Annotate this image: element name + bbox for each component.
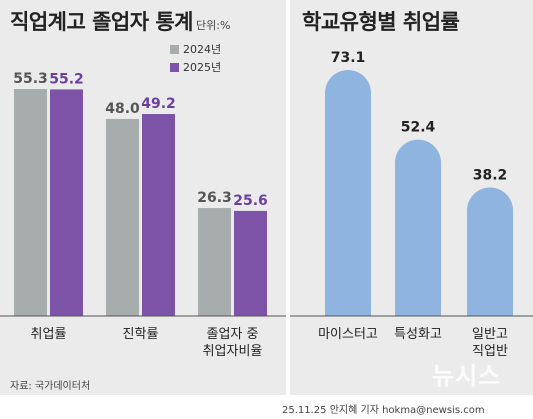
- category-label-school-2-line0: 일반고: [472, 327, 508, 342]
- value-label-school-1: 52.4: [401, 120, 436, 136]
- legend-swatch-2024: [170, 44, 179, 54]
- category-label-2-line0: 졸업자 중: [207, 327, 259, 342]
- legend-swatch-2025: [170, 62, 179, 72]
- left-panel: 직업계고 졸업자 통계 단위:% 2024년 2025년 55.3 55.2 취업률 4…: [0, 0, 286, 395]
- legend-item-2025: 2025년: [170, 59, 221, 75]
- category-label-0: 취업률: [31, 327, 67, 342]
- category-label-school-2-line1: 직업반: [472, 344, 508, 359]
- legend-item-2024: 2024년: [170, 41, 221, 57]
- value-label-school-0: 73.1: [331, 50, 366, 66]
- left-chart-title: 직업계고 졸업자 통계 단위:%: [10, 6, 230, 36]
- value-label-2024-1: 48.0: [105, 101, 140, 117]
- category-label-school-1: 특성화고: [394, 327, 442, 342]
- value-label-2025-1: 49.2: [141, 96, 176, 112]
- category-label-1: 진학률: [123, 327, 159, 342]
- left-chart-title-text: 직업계고 졸업자 통계: [10, 10, 194, 34]
- category-label-2-line1: 취업자비율: [203, 344, 263, 359]
- bar-2025-2: [234, 210, 267, 316]
- right-chart-title: 학교유형별 취업률: [302, 10, 460, 34]
- bar-2024-2: [198, 208, 231, 316]
- newsis-watermark: 뉴시스: [432, 362, 502, 390]
- legend-label-2024: 2024년: [183, 43, 222, 56]
- bar-school-1: [395, 139, 441, 316]
- credit-line: 25.11.25 안지혜 기자 hokma@newsis.com: [282, 405, 485, 416]
- bar-2024-0: [14, 89, 47, 316]
- category-label-school-0: 마이스터고: [318, 327, 378, 342]
- value-label-2024-0: 55.3: [13, 71, 48, 87]
- bar-school-0: [325, 70, 371, 316]
- value-label-school-2: 38.2: [473, 167, 508, 183]
- legend-label-2025: 2025년: [183, 61, 222, 74]
- unit-label: 단위:%: [196, 19, 231, 32]
- bar-school-2: [467, 187, 513, 316]
- value-label-2024-2: 26.3: [197, 190, 232, 206]
- value-label-2025-0: 55.2: [49, 71, 84, 87]
- source-note: 자료: 국가데이터처: [10, 381, 91, 392]
- bar-2025-1: [142, 114, 175, 316]
- bar-2024-1: [106, 118, 139, 317]
- bar-2025-0: [50, 89, 83, 316]
- value-label-2025-2: 25.6: [233, 193, 268, 209]
